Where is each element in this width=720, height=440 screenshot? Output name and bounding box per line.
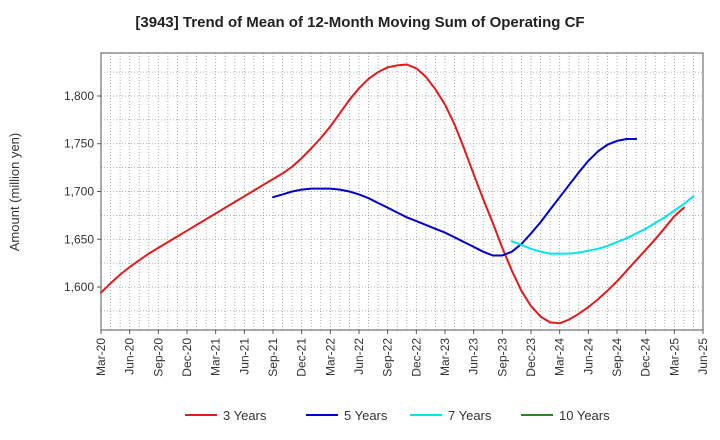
x-tick-label: Mar-22 bbox=[323, 338, 337, 376]
x-tick-label: Jun-23 bbox=[467, 338, 481, 375]
plot-border bbox=[100, 52, 704, 331]
x-tick-label: Sep-22 bbox=[381, 338, 395, 377]
legend-label-10-years: 10 Years bbox=[559, 408, 610, 423]
chart-title: [3943] Trend of Mean of 12-Month Moving … bbox=[135, 14, 584, 31]
y-tick-label: 1,650 bbox=[64, 232, 94, 246]
series-line-3-years bbox=[100, 63, 685, 325]
x-tick-label: Dec-20 bbox=[180, 338, 194, 377]
legend-label-5-years: 5 Years bbox=[344, 408, 388, 423]
x-tick-label: Jun-24 bbox=[581, 338, 595, 375]
x-tick-label: Dec-22 bbox=[409, 338, 423, 377]
x-tick-label: Sep-20 bbox=[151, 338, 165, 377]
y-axis: 1,600 1,650 1,700 1,750 1,800 bbox=[64, 89, 101, 294]
y-tick-label: 1,700 bbox=[64, 185, 94, 199]
y-tick-label: 1,800 bbox=[64, 89, 94, 103]
x-axis: Mar-20 Jun-20 Sep-20 Dec-20 Mar-21 Jun-21 Sep-… bbox=[94, 330, 710, 377]
x-tick-label: Dec-21 bbox=[295, 338, 309, 377]
series-line-7-years bbox=[510, 195, 695, 255]
y-axis-label: Amount (million yen) bbox=[7, 133, 22, 252]
x-tick-label: Mar-20 bbox=[94, 338, 108, 376]
y-tick-label: 1,750 bbox=[64, 137, 94, 151]
x-tick-label: Sep-23 bbox=[495, 338, 509, 377]
x-tick-label: Jun-21 bbox=[237, 338, 251, 375]
legend: 3 Years 5 Years 7 Years 10 Years bbox=[185, 408, 610, 423]
x-tick-label: Sep-24 bbox=[610, 338, 624, 377]
legend-label-3-years: 3 Years bbox=[223, 408, 267, 423]
x-tick-label: Mar-24 bbox=[553, 338, 567, 376]
y-tick-label: 1,600 bbox=[64, 280, 94, 294]
x-tick-label: Jun-20 bbox=[123, 338, 137, 375]
grid bbox=[101, 53, 703, 330]
x-tick-label: Jun-22 bbox=[352, 338, 366, 375]
x-tick-label: Jun-25 bbox=[696, 338, 710, 375]
x-tick-label: Mar-25 bbox=[667, 338, 681, 376]
series-line-5-years bbox=[272, 138, 638, 257]
x-tick-label: Dec-24 bbox=[639, 338, 653, 377]
x-tick-label: Sep-21 bbox=[266, 338, 280, 377]
x-tick-label: Dec-23 bbox=[524, 338, 538, 377]
legend-label-7-years: 7 Years bbox=[448, 408, 492, 423]
series-lines bbox=[100, 63, 695, 325]
x-tick-label: Mar-21 bbox=[209, 338, 223, 376]
x-tick-label: Mar-23 bbox=[438, 338, 452, 376]
